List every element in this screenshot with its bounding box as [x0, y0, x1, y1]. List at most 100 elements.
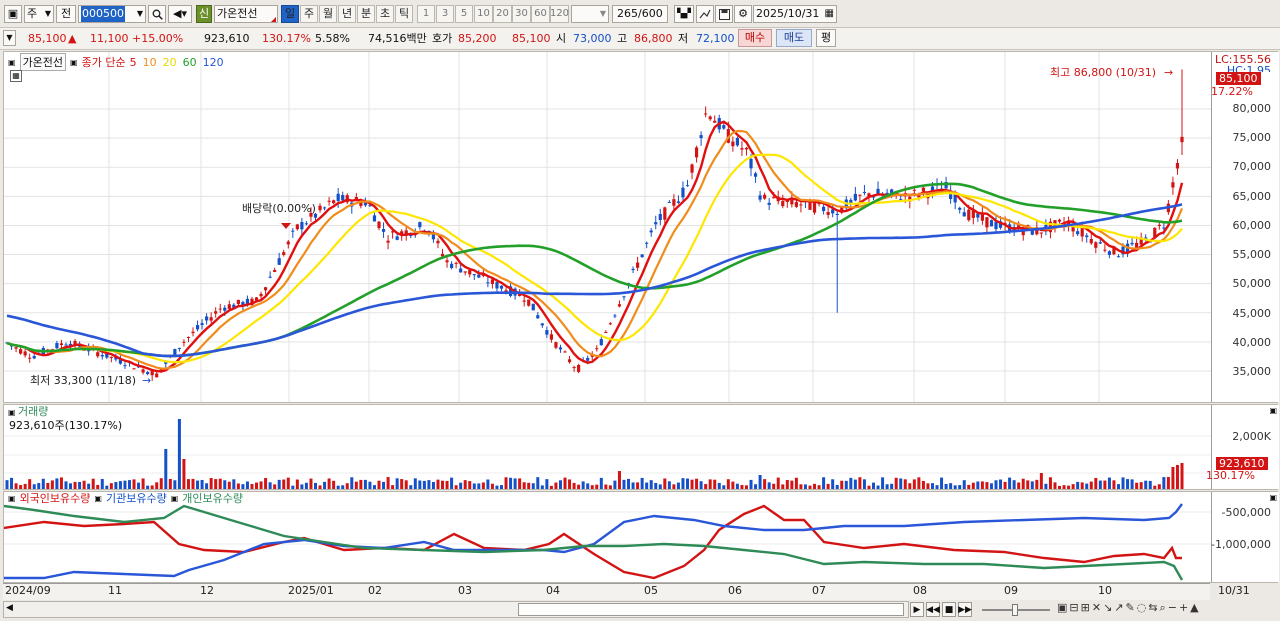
draw-tool-icon[interactable]	[696, 5, 714, 23]
settings-gear-icon[interactable]: ⚙	[734, 5, 752, 23]
candle-body	[1080, 227, 1084, 237]
timeframe-year-button[interactable]: 년	[338, 5, 356, 23]
candle-body	[567, 359, 572, 363]
volume-bar	[722, 485, 726, 489]
trend-up-icon[interactable]: ↗	[1114, 601, 1124, 614]
layout-icon[interactable]: ▣	[1057, 601, 1068, 614]
volume-bar	[772, 483, 776, 489]
panel-close-icon[interactable]: ▣	[1269, 493, 1277, 502]
new-badge[interactable]: 신	[196, 5, 212, 23]
sell-button[interactable]: 매도	[776, 29, 812, 47]
panel-menu-icon[interactable]: ▣	[8, 57, 16, 67]
timeframe-week-button[interactable]: 주	[300, 5, 318, 23]
collapse-icon[interactable]: ▼	[3, 30, 16, 46]
candle-body	[1094, 242, 1098, 248]
horizontal-scrollbar[interactable]: ◀	[3, 601, 909, 618]
jeon-button[interactable]: 전	[56, 5, 76, 23]
timeframe-tick-button[interactable]: 틱	[395, 5, 413, 23]
calculator-icon[interactable]: ▦	[10, 70, 22, 82]
fast-forward-icon[interactable]: ▶▶	[958, 602, 972, 617]
stock-code-input[interactable]: 000500 ▼	[78, 5, 146, 23]
minute-30-button[interactable]: 30	[512, 5, 531, 23]
scrollbar-thumb[interactable]	[518, 603, 904, 616]
zoom-in-icon[interactable]: +	[1178, 601, 1189, 614]
minute-5-button[interactable]: 5	[455, 5, 473, 23]
minute-10-button[interactable]: 10	[474, 5, 493, 23]
period-type-value: 주	[27, 7, 38, 20]
candle-body	[1085, 235, 1089, 238]
timeframe-month-button[interactable]: 월	[319, 5, 337, 23]
date-input[interactable]: 2025/10/31 ▦	[753, 5, 837, 23]
volume-bar	[681, 478, 685, 489]
save-icon[interactable]	[715, 5, 733, 23]
minute-custom-select[interactable]: ▼	[571, 5, 609, 23]
minute-60-button[interactable]: 60	[531, 5, 550, 23]
volume-bar	[971, 482, 975, 489]
chart-type-icon[interactable]: ▚▞	[674, 5, 694, 23]
candle-body	[159, 369, 163, 371]
minute-3-button[interactable]: 3	[436, 5, 454, 23]
scale-icon[interactable]: ⇆	[1148, 601, 1158, 614]
volume-bar	[622, 479, 626, 489]
zoom-icon[interactable]: ⌕	[1159, 601, 1166, 614]
candle-body	[400, 231, 404, 235]
timeframe-second-button[interactable]: 초	[376, 5, 394, 23]
candle-body	[763, 194, 767, 199]
period-type-select[interactable]: 주 ▼	[24, 5, 54, 23]
candle-body	[354, 197, 358, 200]
scroll-right-icon[interactable]: ▶	[910, 602, 924, 617]
volume-bar	[32, 484, 36, 489]
split-icon[interactable]: ⊟	[1069, 601, 1079, 614]
candle-body	[949, 191, 953, 199]
max-arrow-icon: →	[1164, 66, 1174, 79]
volume-bar	[985, 482, 989, 489]
panel-close-icon[interactable]: ▣	[1269, 406, 1277, 415]
timeframe-day-button[interactable]: 일	[281, 5, 299, 23]
volume-bar	[940, 477, 944, 489]
volume-bar	[1008, 477, 1012, 489]
eval-button[interactable]: 평	[816, 29, 836, 47]
scroll-left-icon[interactable]: ◀	[6, 603, 13, 613]
candle-body	[958, 207, 962, 210]
buy-button[interactable]: 매수	[738, 29, 772, 47]
price-y-axis: LC:155.56 HC:1.95 85,100 17.22% 80,000 75…	[1211, 52, 1279, 402]
trend-down-icon[interactable]: ↘	[1103, 601, 1113, 614]
panel-menu-icon[interactable]: ▣	[8, 494, 16, 503]
stock-name-label[interactable]: 가온전선	[19, 53, 67, 71]
candle-body	[586, 358, 590, 361]
volume-bar	[695, 478, 699, 489]
panel-menu-icon[interactable]: ▣	[8, 408, 16, 417]
pen-icon[interactable]: ✎	[1125, 601, 1135, 614]
candle-body	[1039, 232, 1043, 234]
minute-20-button[interactable]: 20	[493, 5, 512, 23]
volume-bar	[590, 485, 594, 489]
candle-body	[381, 229, 386, 232]
window-menu-icon[interactable]: ▣	[4, 5, 22, 23]
stop-icon[interactable]: ■	[942, 602, 956, 617]
minute-120-button[interactable]: 120	[550, 5, 569, 23]
candle-body	[468, 270, 472, 275]
candle-body	[436, 240, 440, 244]
bar-count-value: 265	[617, 7, 638, 20]
zoom-slider[interactable]	[982, 602, 1050, 617]
bar-count-input[interactable]: 265/600	[612, 5, 668, 23]
zoom-out-icon[interactable]: −	[1167, 601, 1177, 614]
volume-bar	[808, 485, 812, 489]
volume-bar	[1107, 477, 1111, 489]
search-icon[interactable]	[148, 5, 166, 23]
candle-body	[218, 308, 222, 310]
crosshair-icon[interactable]: ✕	[1091, 601, 1102, 614]
grid-icon[interactable]: ⊞	[1080, 601, 1090, 614]
volume-last-pct: 130.17%	[1206, 469, 1255, 482]
volume-bar	[55, 478, 59, 489]
move-up-icon[interactable]: ▲	[1190, 601, 1199, 614]
volume-bar	[890, 483, 894, 489]
fast-back-icon[interactable]: ◀◀	[926, 602, 940, 617]
marker-icon[interactable]: ◌	[1136, 601, 1147, 614]
candle-body	[794, 202, 798, 207]
speaker-icon[interactable]: ◀▾	[168, 5, 192, 23]
minute-1-button[interactable]: 1	[417, 5, 435, 23]
volume-bar	[259, 481, 263, 489]
volume-bar	[785, 480, 789, 489]
timeframe-minute-button[interactable]: 분	[357, 5, 375, 23]
